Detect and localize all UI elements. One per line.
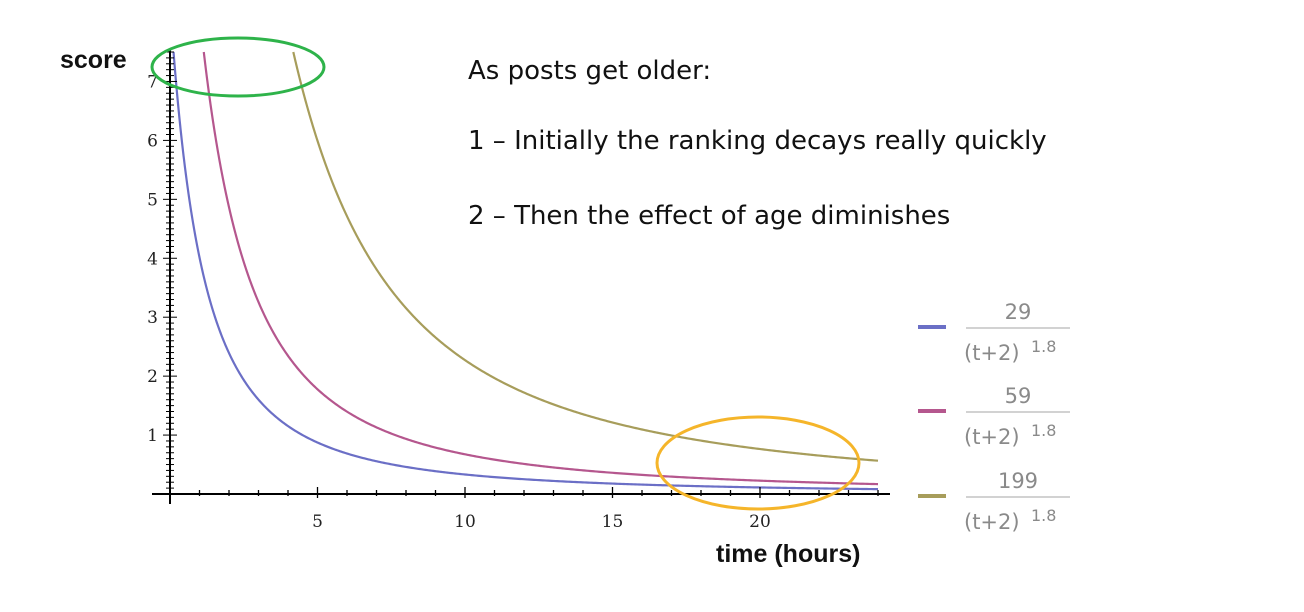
y-tick-label: 3 (147, 308, 158, 328)
y-tick-label: 2 (147, 367, 158, 387)
y-axis-title: score (60, 46, 127, 74)
y-tick-label: 4 (147, 249, 158, 269)
series-line-2 (202, 51, 879, 486)
legend-denominator: (t+2) (964, 425, 1020, 449)
y-tick-label: 1 (147, 426, 158, 446)
legend-entry-1: 29 (t+2) 1.8 (918, 300, 1070, 365)
legend-exponent: 1.8 (1031, 337, 1056, 356)
y-tick-label: 5 (147, 190, 158, 210)
legend-numerator: 199 (998, 469, 1038, 493)
series-line-3 (292, 51, 879, 462)
curve-layer (172, 51, 879, 491)
x-tick-label: 5 (312, 512, 323, 532)
highlight-early-decay (150, 36, 326, 98)
legend-numerator: 59 (1005, 384, 1032, 408)
annotation-heading: As posts get older: (468, 56, 711, 86)
legend: 29 (t+2) 1.8 59 (t+2) 1.8 199 (t+2) 1.8 (918, 300, 1070, 534)
x-tick-label: 10 (454, 512, 476, 532)
y-tick-label: 6 (147, 131, 158, 151)
x-tick-label: 15 (602, 512, 624, 532)
legend-denominator: (t+2) (964, 510, 1020, 534)
legend-entry-2: 59 (t+2) 1.8 (918, 384, 1070, 449)
legend-exponent: 1.8 (1031, 506, 1056, 525)
annotation-point-2: 2 – Then the effect of age diminishes (468, 201, 950, 231)
legend-denominator: (t+2) (964, 341, 1020, 365)
legend-entry-3: 199 (t+2) 1.8 (918, 469, 1070, 534)
y-tick-label: 7 (147, 72, 158, 92)
annotation-point-1: 1 – Initially the ranking decays really … (468, 126, 1047, 156)
x-tick-label: 20 (749, 512, 771, 532)
highlight-late-flattening (655, 415, 861, 511)
axis-ticks: 5 10 15 20 1 2 3 4 5 6 7 (147, 51, 879, 532)
x-axis-title: time (hours) (716, 540, 860, 568)
legend-numerator: 29 (1005, 300, 1032, 324)
legend-exponent: 1.8 (1031, 421, 1056, 440)
series-line-1 (172, 51, 879, 491)
